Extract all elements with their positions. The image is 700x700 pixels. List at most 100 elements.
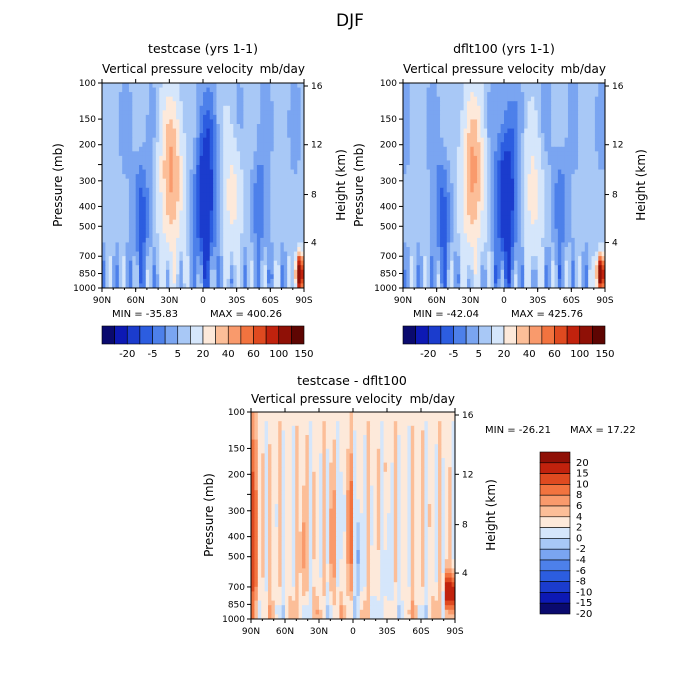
contour-cell xyxy=(263,146,268,152)
contour-cell xyxy=(233,101,238,107)
contour-cell xyxy=(179,278,184,284)
contour-cell xyxy=(172,283,177,289)
contour-cell xyxy=(155,228,160,234)
contour-cell xyxy=(266,187,271,193)
contour-cell xyxy=(179,174,184,180)
contour-cell xyxy=(287,265,291,271)
contour-cell xyxy=(426,87,431,93)
contour-cell xyxy=(206,160,211,166)
contour-cell xyxy=(520,101,525,107)
contour-cell xyxy=(135,92,140,98)
contour-cell xyxy=(581,169,586,175)
contour-cell xyxy=(517,87,522,93)
contour-cell xyxy=(527,142,532,148)
contour-cell xyxy=(280,192,285,198)
contour-cell xyxy=(216,160,221,166)
contour-cell xyxy=(477,178,481,184)
contour-cell xyxy=(266,251,271,257)
contour-cell xyxy=(260,224,264,230)
contour-cell xyxy=(477,174,481,180)
contour-cell xyxy=(564,174,569,180)
contour-cell xyxy=(165,269,170,275)
contour-cell xyxy=(290,174,295,180)
contour-cell xyxy=(477,165,481,170)
contour-cell xyxy=(297,228,302,234)
contour-cell xyxy=(463,224,468,230)
contour-cell xyxy=(423,137,427,143)
contour-cell xyxy=(578,101,582,107)
contour-cell xyxy=(537,83,542,88)
contour-cell xyxy=(537,224,542,230)
contour-cell xyxy=(250,174,254,180)
contour-cell xyxy=(571,174,576,180)
contour-cell xyxy=(105,110,110,116)
contour-cell xyxy=(466,110,471,116)
contour-cell xyxy=(246,169,251,175)
contour-cell xyxy=(287,155,291,161)
contour-cell xyxy=(125,251,130,257)
contour-cell xyxy=(253,101,258,107)
contour-cell xyxy=(256,160,261,166)
contour-cell xyxy=(273,196,278,202)
contour-cell xyxy=(544,242,549,248)
contour-cell xyxy=(186,192,190,198)
contour-cell xyxy=(253,105,258,111)
contour-cell xyxy=(287,201,291,207)
contour-cell xyxy=(497,151,502,157)
contour-cell xyxy=(497,142,502,148)
contour-cell xyxy=(266,278,271,284)
contour-cell xyxy=(527,196,532,202)
contour-cell xyxy=(243,146,248,152)
contour-cell xyxy=(223,278,227,284)
contour-cell xyxy=(253,96,258,102)
contour-cell xyxy=(216,224,221,230)
contour-cell xyxy=(524,196,528,202)
contour-cell xyxy=(290,201,295,207)
contour-cell xyxy=(564,228,569,234)
contour-cell xyxy=(450,215,454,221)
contour-cell xyxy=(581,92,586,98)
contour-cell xyxy=(128,251,133,257)
contour-cell xyxy=(105,128,110,134)
contour-cell xyxy=(256,137,261,143)
contour-cell xyxy=(470,119,475,125)
contour-cell xyxy=(500,142,505,148)
contour-cell xyxy=(490,92,495,98)
contour-cell xyxy=(537,142,542,148)
contour-cell xyxy=(280,256,285,262)
contour-cell xyxy=(534,206,539,211)
contour-cell xyxy=(229,237,234,243)
contour-cell xyxy=(142,83,147,88)
contour-cell xyxy=(102,283,106,289)
contour-cell xyxy=(510,242,515,248)
contour-cell xyxy=(152,256,157,262)
contour-cell xyxy=(426,83,431,88)
contour-cell xyxy=(155,133,160,139)
contour-cell xyxy=(578,114,582,120)
contour-cell xyxy=(216,274,221,280)
contour-cell xyxy=(561,110,565,116)
contour-cell xyxy=(209,219,214,225)
contour-cell xyxy=(557,151,562,157)
contour-cell xyxy=(554,92,559,98)
contour-cell xyxy=(169,178,174,184)
contour-cell xyxy=(115,114,120,120)
contour-cell xyxy=(490,206,495,211)
contour-cell xyxy=(567,210,572,216)
contour-cell xyxy=(554,142,559,148)
contour-cell xyxy=(152,237,157,243)
contour-cell xyxy=(436,101,441,107)
contour-cell xyxy=(277,142,281,148)
contour-cell xyxy=(122,101,126,107)
contour-cell xyxy=(112,265,116,271)
contour-cell xyxy=(541,233,545,239)
contour-cell xyxy=(132,151,137,157)
contour-cell xyxy=(440,196,444,202)
contour-cell xyxy=(216,242,221,248)
contour-cell xyxy=(480,96,485,102)
contour-cell xyxy=(480,160,485,166)
contour-cell xyxy=(172,247,177,252)
contour-cell xyxy=(192,224,197,230)
contour-cell xyxy=(578,96,582,102)
contour-cell xyxy=(413,124,417,129)
